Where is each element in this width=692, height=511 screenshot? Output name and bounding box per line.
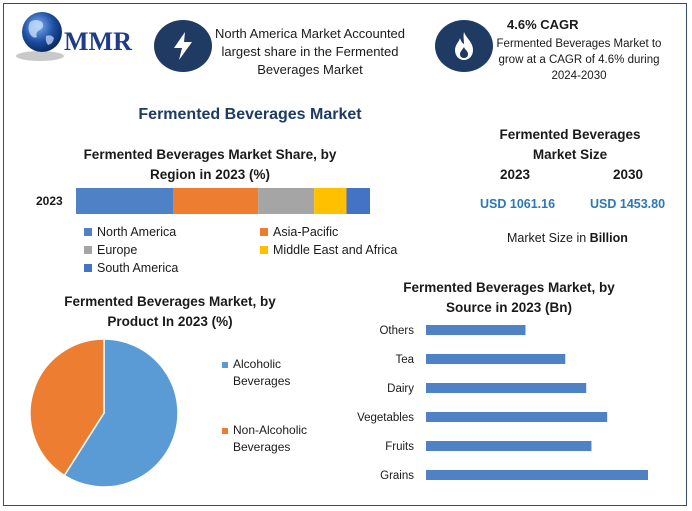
legend-label: Alcoholic Beverages [233, 357, 291, 388]
product-chart-title: Fermented Beverages Market, by Product I… [64, 294, 276, 329]
cagr-title: 4.6% CAGR [507, 17, 579, 32]
legend-swatch [84, 264, 92, 272]
source-bar-grains [426, 470, 648, 480]
note-unit: Billion [589, 231, 628, 245]
legend-swatch [84, 246, 92, 254]
region-legend-item-middle-east-and-africa: Middle East and Africa [260, 243, 397, 257]
product-pie-chart [29, 338, 179, 488]
highlight-left-text: North America Market Accounted largest s… [214, 26, 406, 77]
lightning-icon [154, 20, 212, 72]
region-bar-segment-middle-east-and-africa [314, 188, 347, 214]
legend-swatch [260, 228, 268, 236]
legend-swatch [222, 427, 228, 434]
region-chart-year-label: 2023 [36, 194, 63, 208]
year-2030-label: 2030 [613, 167, 644, 182]
legend-label: Europe [97, 243, 138, 257]
legend-label: Middle East and Africa [273, 243, 398, 257]
region-bar-segment-north-america [76, 188, 174, 214]
market-size-title: Fermented Beverages Market Size [499, 127, 641, 162]
cagr-text: Fermented Beverages Market to grow at a … [496, 38, 662, 82]
market-size-unit-note: Market Size in Billion [507, 231, 628, 245]
year-2023-label: 2023 [500, 167, 531, 182]
source-bar-tea [426, 354, 566, 364]
region-legend-item-north-america: North America [84, 225, 176, 239]
infographic-frame [3, 3, 687, 506]
legend-swatch [84, 228, 92, 236]
region-bar-segment-south-america [346, 188, 370, 214]
legend-swatch [222, 361, 228, 368]
flame-icon [435, 20, 493, 72]
source-bar-label-grains: Grains [380, 470, 414, 482]
region-bar-segment-europe [258, 188, 315, 214]
region-legend: North America Asia-Pacific Europe Middle Ea… [84, 225, 414, 279]
legend-label: North America [97, 225, 177, 239]
source-bar-vegetables [426, 412, 608, 422]
pie-slice-non-alcoholic-beverages [29, 338, 105, 477]
pie-legend-item-non-alcoholic-beverages: Non-Alcoholic Beverages [222, 422, 321, 456]
legend-swatch [260, 246, 268, 254]
source-bar-others [426, 325, 526, 335]
main-title: Fermented Beverages Market [138, 106, 362, 123]
legend-label: South America [97, 261, 179, 275]
logo-text: MMR [64, 27, 132, 56]
region-legend-item-asia-pacific: Asia-Pacific [260, 225, 338, 239]
region-stacked-bar [76, 188, 370, 214]
legend-label: Non-Alcoholic Beverages [233, 423, 308, 454]
region-chart-title: Fermented Beverages Market Share, by Reg… [83, 147, 337, 182]
source-bar-label-dairy: Dairy [387, 383, 414, 395]
region-bar-segment-asia-pacific [173, 188, 259, 214]
market-size-2030-value: USD 1453.80 [590, 197, 666, 211]
region-legend-item-europe: Europe [84, 243, 137, 257]
mmr-logo: MMR [12, 8, 137, 68]
legend-label: Asia-Pacific [273, 225, 339, 239]
source-chart-title: Fermented Beverages Market, by Source in… [403, 280, 615, 315]
source-bar-dairy [426, 383, 587, 393]
market-size-2023-value: USD 1061.16 [480, 197, 556, 211]
pie-legend-item-alcoholic-beverages: Alcoholic Beverages [222, 356, 321, 390]
note-prefix: Market Size in [507, 231, 590, 245]
pie-slice-alcoholic-beverages [63, 338, 179, 488]
region-legend-item-south-america: South America [84, 261, 178, 275]
source-bar-fruits [426, 441, 592, 451]
source-bar-label-others: Others [379, 325, 414, 337]
source-bar-label-vegetables: Vegetables [357, 412, 414, 424]
source-bar-chart: Others Tea Dairy Vegetables Fruits Grains [357, 325, 648, 482]
source-bar-label-fruits: Fruits [385, 441, 414, 453]
source-bar-label-tea: Tea [395, 354, 414, 366]
